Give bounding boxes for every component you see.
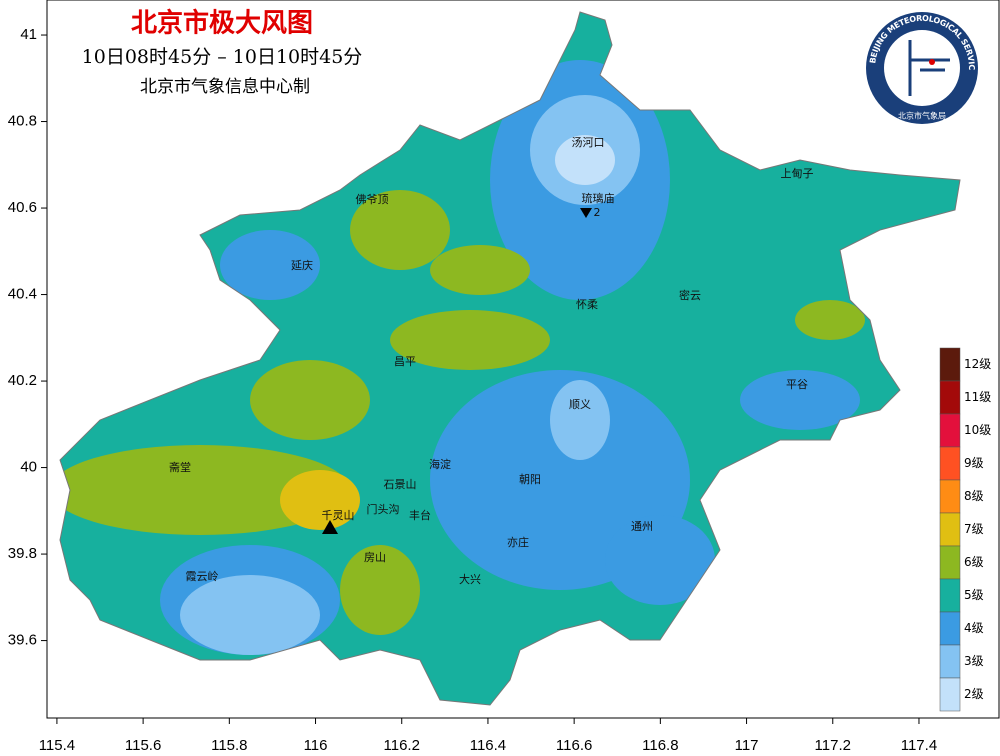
place-label: 琉璃庙 xyxy=(582,191,615,205)
legend-swatch xyxy=(939,578,961,613)
legend-swatch xyxy=(939,446,961,481)
place-label: 亦庄 xyxy=(507,535,529,549)
producer: 北京市气象信息中心制 xyxy=(140,77,310,97)
y-tick-label: 40.6 xyxy=(8,199,37,216)
y-tick-label: 39.6 xyxy=(8,632,37,649)
legend-swatch xyxy=(939,413,961,448)
place-label: 延庆 xyxy=(291,258,313,272)
x-tick-label: 116.2 xyxy=(384,737,420,754)
place-label: 通州 xyxy=(631,520,653,533)
station-marker xyxy=(580,208,592,218)
x-tick-label: 117.4 xyxy=(901,737,937,754)
place-label: 怀柔 xyxy=(576,298,598,311)
place-label: 平谷 xyxy=(786,378,808,391)
place-label: 顺义 xyxy=(569,398,591,411)
place-label: 2 xyxy=(594,206,601,219)
x-tick-label: 116 xyxy=(304,737,328,754)
legend-label: 6级 xyxy=(964,555,984,569)
y-tick-label: 40 xyxy=(20,459,37,476)
legend-label: 11级 xyxy=(964,390,991,404)
legend-swatch xyxy=(939,611,961,646)
legend-swatch xyxy=(939,347,961,382)
legend-label: 4级 xyxy=(964,621,984,635)
y-tick-label: 40.2 xyxy=(8,372,37,389)
logo-name: 北京市气象局 xyxy=(898,111,946,121)
legend-label: 2级 xyxy=(964,687,984,701)
legend-swatch xyxy=(939,512,961,547)
legend-swatch xyxy=(939,644,961,679)
x-tick-label: 115.8 xyxy=(211,737,247,754)
place-label: 大兴 xyxy=(459,572,481,586)
legend-label: 10级 xyxy=(964,423,991,437)
y-tick-label: 41 xyxy=(20,26,37,43)
place-label: 房山 xyxy=(364,551,386,564)
place-label: 朝阳 xyxy=(519,473,541,486)
place-label: 丰台 xyxy=(409,508,431,522)
legend-label: 8级 xyxy=(964,489,984,503)
legend-label: 9级 xyxy=(964,456,984,470)
legend-swatch xyxy=(939,380,961,415)
legend-label: 12级 xyxy=(964,357,991,371)
x-tick-label: 117.2 xyxy=(815,737,851,754)
y-tick-label: 39.8 xyxy=(8,545,37,562)
legend-label: 5级 xyxy=(964,588,984,602)
period: 10日08时45分 – 10日10时45分 xyxy=(82,46,363,68)
legend-swatch xyxy=(939,479,961,514)
place-label: 密云 xyxy=(679,288,701,302)
x-tick-label: 116.8 xyxy=(642,737,678,754)
legend-label: 3级 xyxy=(964,654,984,668)
place-label: 昌平 xyxy=(394,355,416,368)
x-tick-label: 116.6 xyxy=(556,737,592,754)
place-label: 门头沟 xyxy=(367,502,400,516)
x-tick-label: 115.6 xyxy=(125,737,161,754)
x-tick-label: 116.4 xyxy=(470,737,506,754)
place-label: 千灵山 xyxy=(322,509,355,522)
y-tick-label: 40.4 xyxy=(8,286,37,303)
legend-label: 7级 xyxy=(964,522,984,536)
place-label: 佛爷顶 xyxy=(356,192,389,206)
place-label: 汤河口 xyxy=(572,135,605,149)
place-label: 石景山 xyxy=(384,478,417,491)
place-label: 斋堂 xyxy=(169,460,191,474)
y-tick-label: 40.8 xyxy=(8,113,37,130)
place-label: 上甸子 xyxy=(781,167,814,180)
place-label: 海淀 xyxy=(429,457,451,471)
station-marker xyxy=(322,520,338,534)
x-tick-label: 117 xyxy=(735,737,759,754)
x-tick-label: 115.4 xyxy=(39,737,75,754)
legend-swatch xyxy=(939,677,961,712)
legend-swatch xyxy=(939,545,961,580)
title: 北京市极大风图 xyxy=(131,8,313,39)
place-label: 霞云岭 xyxy=(186,569,219,583)
